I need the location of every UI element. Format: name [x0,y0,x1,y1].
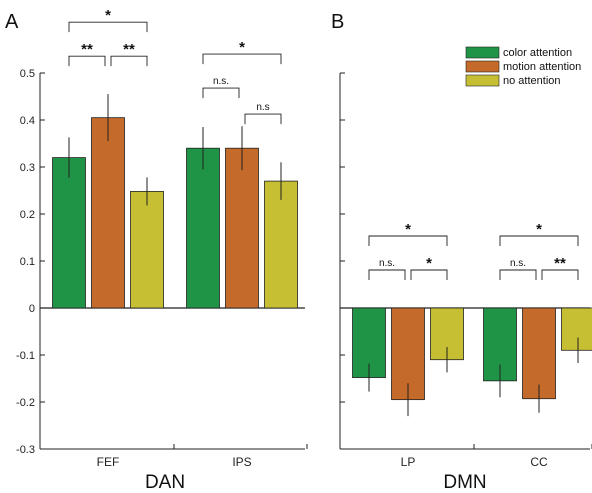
legend-label-motion-attention: motion attention [503,61,581,73]
significance-label: * [239,39,245,56]
significance-label: ** [123,41,135,58]
y-tick-label: 0.1 [20,256,35,268]
significance-label: * [426,255,432,272]
significance-label: ** [554,255,566,272]
y-tick-label: 0.4 [20,115,35,127]
y-tick-label: -0.2 [16,397,35,409]
significance-label: * [405,221,411,238]
category-label: CC [530,455,548,469]
category-label: FEF [97,455,120,469]
significance-bracket [245,114,281,124]
y-tick-label: -0.1 [16,350,35,362]
legend-swatch-motion-attention [466,61,499,72]
category-label: LP [401,455,416,469]
bar [187,148,220,308]
significance-label: n.s. [213,76,229,87]
y-tick-label: 0.5 [20,68,35,80]
significance-label: * [536,221,542,238]
significance-label: n.s. [379,258,395,269]
panel-a-letter: A [5,11,19,33]
significance-label: n.s [256,102,269,113]
significance-bracket [500,270,536,280]
legend-label-color-attention: color attention [503,47,572,59]
bar [265,181,298,308]
y-tick-label: -0.3 [16,444,35,456]
bar [92,118,125,308]
category-label: IPS [232,455,251,469]
bar [562,308,592,350]
significance-label: ** [81,41,93,58]
group-label: DAN [145,472,185,493]
legend-label-no-attention: no attention [503,75,561,87]
group-label: DMN [443,472,486,493]
y-tick-label: 0 [29,303,35,315]
bar [226,148,259,308]
legend-swatch-no-attention [466,75,499,86]
bar [53,158,86,308]
significance-label: n.s. [510,258,526,269]
significance-bracket [369,270,405,280]
bar [131,191,164,308]
y-tick-label: 0.3 [20,162,35,174]
significance-bracket [203,88,239,98]
y-tick-label: 0.2 [20,209,35,221]
panel-b-letter: B [331,11,344,33]
legend-swatch-color-attention [466,47,499,58]
legend: color attention motion attention no atte… [466,47,581,87]
significance-label: * [105,7,111,24]
